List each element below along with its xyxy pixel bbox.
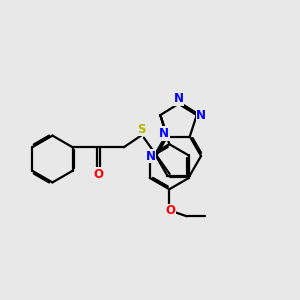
Text: O: O — [166, 204, 176, 218]
Text: S: S — [137, 123, 146, 136]
Text: N: N — [173, 92, 184, 105]
Text: N: N — [159, 127, 169, 140]
Text: N: N — [146, 149, 156, 163]
Text: N: N — [196, 109, 206, 122]
Text: O: O — [93, 168, 103, 181]
